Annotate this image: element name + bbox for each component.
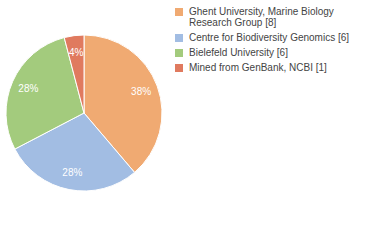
data-label: 28% (18, 83, 38, 94)
legend-swatch (175, 49, 183, 57)
legend-label: Mined from GenBank, NCBI [1] (189, 62, 327, 73)
pie-slice (6, 38, 84, 150)
data-label: 4% (69, 47, 84, 58)
legend-item: Ghent University, Marine Biology Researc… (175, 6, 375, 28)
legend-label: Centre for Biodiversity Genomics [6] (189, 32, 349, 43)
legend-item: Centre for Biodiversity Genomics [6] (175, 32, 375, 43)
data-label: 38% (131, 86, 151, 97)
legend-swatch (175, 8, 183, 16)
legend: Ghent University, Marine Biology Researc… (175, 6, 375, 77)
legend-swatch (175, 64, 183, 72)
legend-item: Mined from GenBank, NCBI [1] (175, 62, 375, 73)
legend-label: Bielefeld University [6] (189, 47, 288, 58)
pie-slice (64, 35, 84, 113)
legend-item: Bielefeld University [6] (175, 47, 375, 58)
legend-swatch (175, 34, 183, 42)
legend-label: Ghent University, Marine Biology Researc… (189, 6, 334, 28)
data-label: 28% (62, 167, 82, 178)
